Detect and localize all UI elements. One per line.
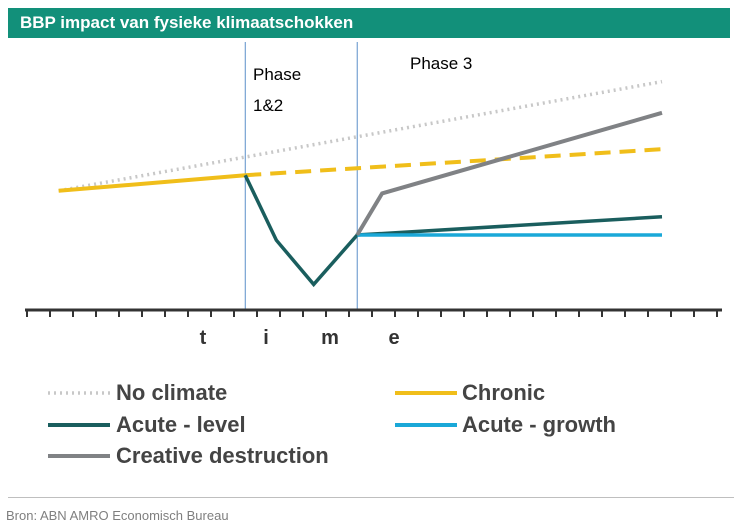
legend-label-chronic: Chronic xyxy=(462,380,545,405)
chart-title: BBP impact van fysieke klimaatschokken xyxy=(20,13,354,32)
x-axis-letter-i: i xyxy=(263,327,269,349)
x-axis-letter-t: t xyxy=(200,327,207,349)
series-line-acute-level xyxy=(243,174,663,288)
phase-3-label: Phase 3 xyxy=(410,54,472,73)
series-line-creative-destruction xyxy=(355,110,663,237)
x-axis-letter-m: m xyxy=(321,327,339,349)
chart-header: BBP impact van fysieke klimaatschokken xyxy=(8,8,730,38)
series-line-chronic xyxy=(245,147,663,178)
legend-label-creative-destruction: Creative destruction xyxy=(116,443,329,468)
legend-label-no-climate: No climate xyxy=(116,380,227,405)
source-note: Bron: ABN AMRO Economisch Bureau xyxy=(6,508,229,523)
footer-divider xyxy=(8,497,734,498)
legend-label-acute-level: Acute - level xyxy=(116,412,246,437)
phase-1-2-label-line2: 1&2 xyxy=(253,96,283,115)
x-axis-letter-e: e xyxy=(388,327,399,349)
series-line-no-climate xyxy=(58,79,663,193)
legend-label-acute-growth: Acute - growth xyxy=(462,412,616,437)
series-line-chronic xyxy=(58,173,246,193)
phase-1-2-label: Phase xyxy=(253,65,301,84)
chart-svg: Phase 1&2 Phase 3 t i m e No climate Chronic Acut… xyxy=(25,42,722,468)
